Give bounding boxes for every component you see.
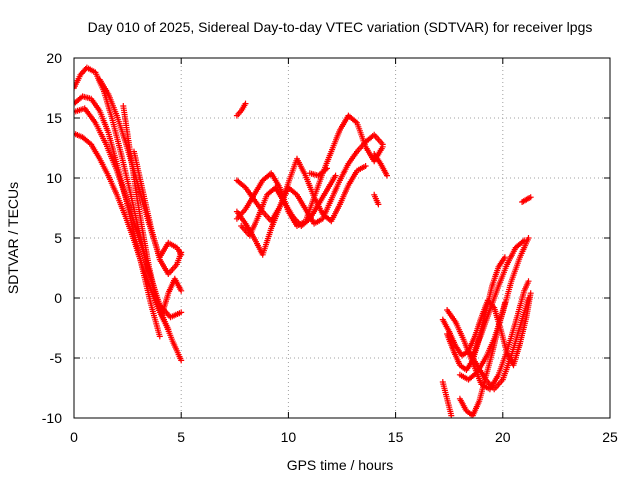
y-tick-label: 10 bbox=[46, 170, 62, 186]
series-arc-m bbox=[306, 165, 330, 179]
series-arc-p bbox=[439, 379, 455, 418]
series-arc-n bbox=[371, 151, 390, 179]
data-point-marks bbox=[465, 295, 532, 393]
x-tick-label: 25 bbox=[602, 429, 618, 445]
data-point-marks bbox=[233, 100, 249, 119]
data-point-marks bbox=[519, 194, 534, 205]
series-arc-u bbox=[456, 235, 532, 383]
series-arc-l bbox=[238, 172, 339, 239]
data-point-marks bbox=[371, 191, 382, 208]
series-arc-h bbox=[233, 100, 249, 119]
data-point-marks bbox=[306, 165, 330, 179]
data-markers bbox=[74, 64, 534, 418]
x-tick-label: 15 bbox=[388, 429, 404, 445]
x-tick-label: 10 bbox=[281, 429, 297, 445]
data-point-marks bbox=[371, 151, 390, 179]
chart-title: Day 010 of 2025, Sidereal Day-to-day VTE… bbox=[88, 19, 593, 35]
x-tick-label: 20 bbox=[495, 429, 511, 445]
x-tick-label: 0 bbox=[70, 429, 78, 445]
data-point-marks bbox=[439, 379, 455, 418]
series-arc-o bbox=[371, 191, 382, 208]
data-point-marks bbox=[120, 103, 185, 318]
series-arc-g bbox=[131, 148, 185, 277]
data-point-marks bbox=[469, 237, 528, 359]
series-arc-f bbox=[120, 103, 185, 318]
y-tick-label: 0 bbox=[54, 290, 62, 306]
axis-ticks: 0 5 10 15 20 25 -10 -5 0 5 10 15 20 bbox=[42, 50, 618, 445]
series-arc-x bbox=[519, 194, 534, 205]
y-tick-label: 20 bbox=[46, 50, 62, 66]
y-tick-label: 15 bbox=[46, 110, 62, 126]
y-axis-label: SDTVAR / TECUs bbox=[5, 182, 21, 294]
series-arc-w bbox=[469, 237, 528, 359]
x-tick-label: 5 bbox=[177, 429, 185, 445]
data-point-marks bbox=[233, 155, 369, 258]
data-point-marks bbox=[238, 172, 339, 239]
y-tick-label: -5 bbox=[50, 350, 63, 366]
y-tick-label: 5 bbox=[54, 230, 62, 246]
series-arc-v bbox=[465, 295, 532, 393]
y-tick-label: -10 bbox=[42, 410, 62, 426]
series-arc-k bbox=[233, 155, 369, 258]
x-axis-label: GPS time / hours bbox=[287, 457, 394, 473]
data-point-marks bbox=[456, 235, 532, 383]
data-point-marks bbox=[131, 148, 185, 277]
